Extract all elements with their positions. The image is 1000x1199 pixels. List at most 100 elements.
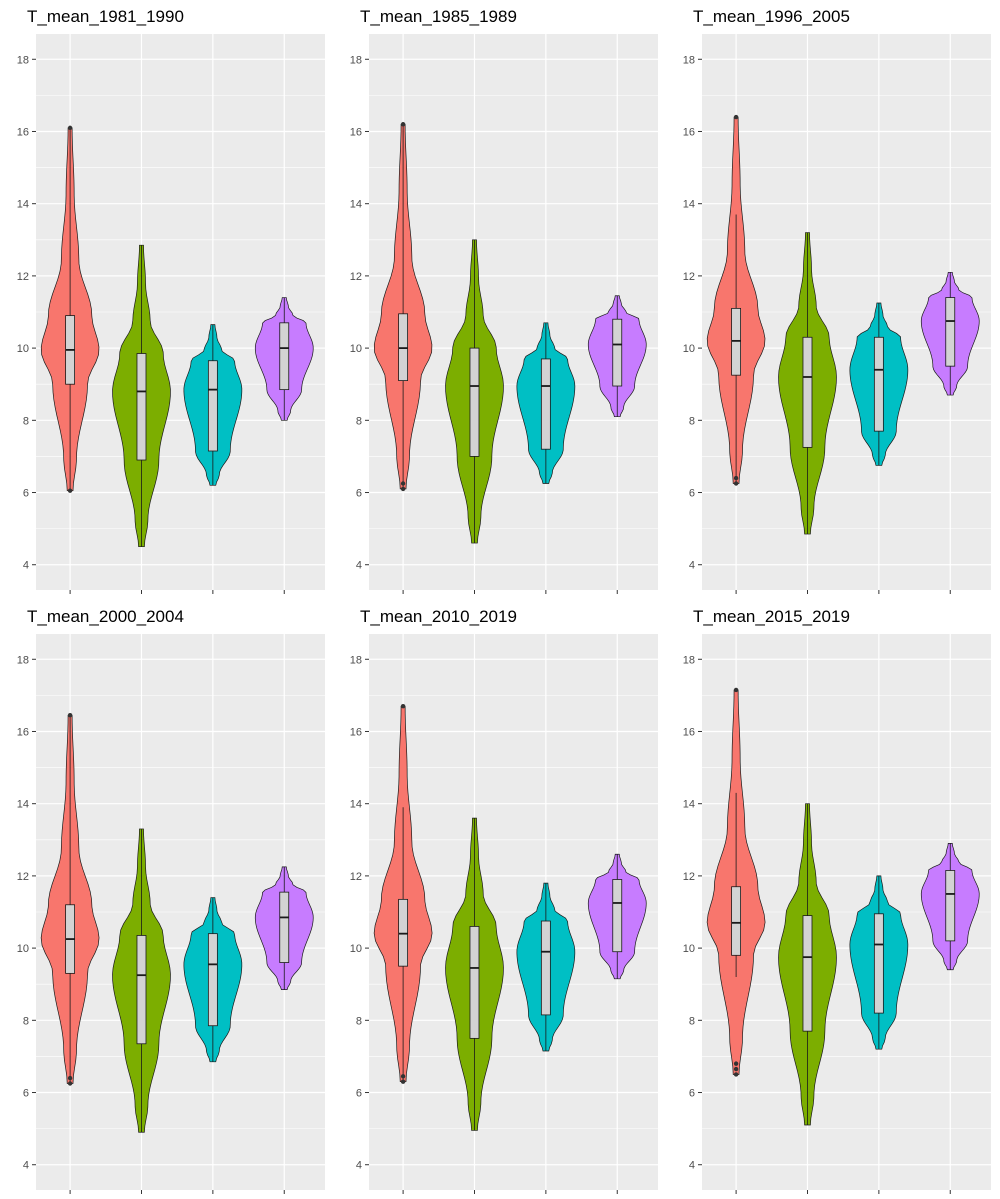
facet-panel-5: T_mean_2010_2019 4 6 8 10 12 14 16 18 (350, 607, 658, 1194)
y-tick-label: 4 (356, 1160, 362, 1172)
y-tick-label: 16 (17, 126, 29, 138)
panel-title: T_mean_1996_2005 (693, 7, 850, 26)
outlier-point (67, 488, 73, 493)
box-iqr (469, 347, 480, 457)
y-tick-label: 16 (17, 726, 29, 738)
outlier-point (400, 1074, 406, 1079)
box-iqr (540, 920, 551, 1016)
box-iqr (802, 336, 813, 448)
y-tick-label: 4 (356, 560, 362, 572)
y-tick-label: 16 (350, 726, 362, 738)
box-iqr (398, 898, 409, 967)
facet-panel-4: T_mean_2000_2004 4 6 8 10 12 14 16 18 (17, 607, 325, 1194)
y-tick-label: 10 (17, 943, 29, 955)
outlier-point (733, 1066, 739, 1072)
y-tick-label: 12 (350, 271, 362, 283)
box-iqr (873, 913, 884, 1014)
box-iqr (945, 870, 956, 942)
panel-title: T_mean_2015_2019 (693, 607, 850, 626)
outlier-point (400, 1079, 406, 1084)
y-tick-label: 6 (356, 488, 362, 500)
box-iqr (612, 318, 623, 387)
y-tick-label: 18 (683, 54, 695, 66)
y-tick-label: 6 (689, 1088, 695, 1100)
outlier-point (400, 481, 406, 486)
panel-title: T_mean_1985_1989 (360, 7, 517, 26)
y-tick-label: 18 (683, 654, 695, 666)
y-tick-label: 16 (683, 126, 695, 138)
box-iqr (612, 879, 623, 953)
y-tick-label: 8 (356, 1015, 362, 1027)
y-tick-label: 10 (350, 943, 362, 955)
y-tick-label: 16 (683, 726, 695, 738)
box-iqr (279, 322, 290, 391)
box-iqr (136, 935, 147, 1045)
y-tick-label: 4 (23, 1160, 29, 1172)
outlier-point (733, 1072, 739, 1077)
box-iqr (398, 313, 409, 381)
y-tick-label: 8 (23, 415, 29, 427)
y-tick-label: 12 (683, 271, 695, 283)
outlier-point (400, 122, 406, 127)
y-tick-label: 10 (683, 343, 695, 355)
facet-panel-1: T_mean_1981_1990 4 6 8 10 12 14 16 18 (17, 7, 325, 594)
outlier-point (733, 114, 739, 120)
y-tick-label: 4 (689, 1160, 695, 1172)
y-tick-label: 8 (356, 415, 362, 427)
y-tick-label: 18 (17, 654, 29, 666)
y-tick-label: 14 (683, 199, 695, 211)
outlier-point (733, 687, 739, 693)
box-iqr (540, 358, 551, 450)
y-tick-label: 6 (23, 488, 29, 500)
y-tick-label: 14 (17, 199, 29, 211)
box-iqr (945, 297, 956, 367)
y-tick-label: 12 (17, 871, 29, 883)
y-tick-label: 16 (350, 126, 362, 138)
outlier-point (733, 481, 739, 486)
y-tick-label: 6 (23, 1088, 29, 1100)
y-tick-label: 8 (689, 415, 695, 427)
box-iqr (731, 886, 742, 956)
y-tick-label: 8 (23, 1015, 29, 1027)
outlier-point (733, 475, 739, 481)
y-tick-label: 12 (350, 871, 362, 883)
box-iqr (802, 915, 813, 1032)
panel-title: T_mean_2010_2019 (360, 607, 517, 626)
y-tick-label: 10 (350, 343, 362, 355)
y-tick-label: 14 (350, 199, 362, 211)
y-tick-label: 12 (17, 271, 29, 283)
y-tick-label: 4 (23, 560, 29, 572)
outlier-point (400, 704, 406, 709)
y-tick-label: 18 (17, 54, 29, 66)
box-iqr (873, 336, 884, 432)
box-iqr (731, 307, 742, 376)
panel-title: T_mean_2000_2004 (27, 607, 184, 626)
facet-panel-6: T_mean_2015_2019 4 6 8 10 12 14 16 18 (683, 607, 991, 1194)
y-tick-label: 10 (17, 343, 29, 355)
outlier-point (733, 1061, 739, 1066)
outlier-point (67, 125, 73, 131)
facet-panel-2: T_mean_1985_1989 4 6 8 10 12 14 16 18 (350, 7, 658, 594)
y-tick-label: 14 (17, 799, 29, 811)
y-tick-label: 14 (350, 799, 362, 811)
outlier-point (400, 486, 406, 492)
outlier-point (67, 713, 73, 718)
y-tick-label: 8 (689, 1015, 695, 1027)
y-tick-label: 4 (689, 560, 695, 572)
y-tick-label: 14 (683, 799, 695, 811)
panel-title: T_mean_1981_1990 (27, 7, 184, 26)
box-iqr (207, 360, 218, 452)
y-tick-label: 6 (356, 1088, 362, 1100)
box-iqr (469, 926, 480, 1039)
y-tick-label: 6 (689, 488, 695, 500)
y-tick-label: 10 (683, 943, 695, 955)
box-iqr (207, 933, 218, 1027)
facet-panel-3: T_mean_1996_2005 4 6 8 10 12 14 16 18 (683, 7, 991, 594)
y-tick-label: 18 (350, 654, 362, 666)
outlier-point (67, 1075, 73, 1081)
y-tick-label: 12 (683, 871, 695, 883)
box-iqr (136, 353, 147, 461)
outlier-point (67, 1081, 73, 1086)
box-iqr (279, 891, 290, 963)
